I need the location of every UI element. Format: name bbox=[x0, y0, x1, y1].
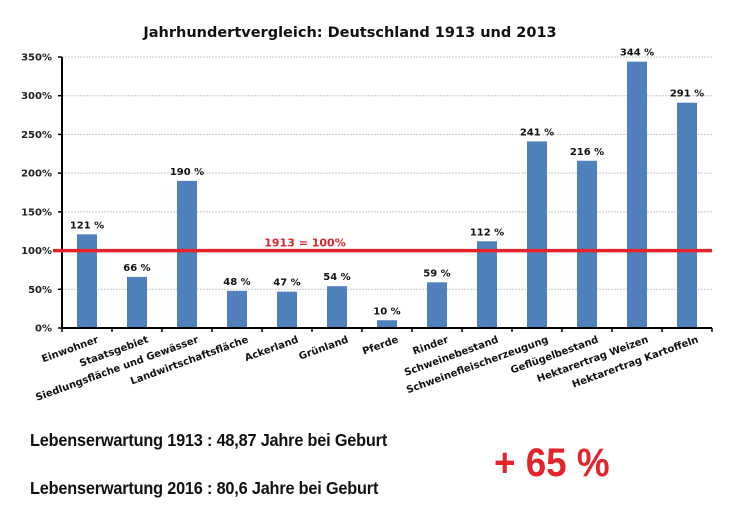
data-label: 291 % bbox=[670, 89, 704, 100]
data-label: 54 % bbox=[323, 272, 350, 283]
y-tick-label: 300% bbox=[21, 91, 52, 102]
axes bbox=[61, 57, 712, 329]
data-label: 190 % bbox=[170, 167, 204, 178]
x-tick-label: Pferde bbox=[361, 334, 400, 357]
bar-chart: Jahrhundertvergleich: Deutschland 1913 u… bbox=[21, 25, 713, 404]
y-tick-label: 250% bbox=[21, 130, 52, 141]
y-tick-label: 200% bbox=[21, 169, 52, 180]
gridlines bbox=[62, 56, 712, 290]
reference-line-group: 1913 = 100% bbox=[53, 237, 712, 253]
bar bbox=[77, 234, 97, 328]
bar bbox=[527, 141, 547, 328]
bar bbox=[277, 291, 297, 328]
data-label: 112 % bbox=[470, 227, 504, 238]
life-expectancy-1913: Lebenserwartung 1913 : 48,87 Jahre bei G… bbox=[30, 430, 388, 450]
chart-title: Jahrhundertvergleich: Deutschland 1913 u… bbox=[142, 25, 556, 41]
y-axis-ticks: 0% 50% 100% 150% 200% 250% 300% 350% bbox=[21, 53, 62, 335]
bars bbox=[77, 61, 697, 328]
life-expectancy-2016: Lebenserwartung 2016 : 80,6 Jahre bei Ge… bbox=[30, 478, 379, 498]
data-label: 241 % bbox=[520, 127, 554, 138]
bar bbox=[327, 286, 347, 328]
data-label: 121 % bbox=[70, 220, 104, 231]
data-label: 48 % bbox=[223, 277, 250, 288]
data-label: 216 % bbox=[570, 147, 604, 158]
y-tick-label: 100% bbox=[21, 246, 52, 257]
bar bbox=[177, 180, 197, 328]
bar bbox=[627, 61, 647, 328]
data-label: 59 % bbox=[423, 268, 450, 279]
life-expectancy-increase: + 65 % bbox=[494, 441, 610, 485]
bar bbox=[677, 102, 697, 328]
bar bbox=[227, 290, 247, 328]
data-label: 10 % bbox=[373, 306, 400, 317]
bar bbox=[127, 276, 147, 328]
data-label: 66 % bbox=[123, 263, 150, 274]
bar bbox=[577, 160, 597, 328]
y-tick-label: 50% bbox=[28, 285, 52, 296]
bar bbox=[477, 241, 497, 328]
bar bbox=[377, 320, 397, 328]
bar bbox=[427, 282, 447, 328]
y-tick-label: 150% bbox=[21, 207, 52, 218]
reference-line-label: 1913 = 100% bbox=[264, 237, 345, 250]
y-tick-label: 350% bbox=[21, 53, 52, 64]
x-tick-label: Ackerland bbox=[243, 334, 300, 364]
y-tick-label: 0% bbox=[35, 324, 52, 335]
data-labels: 121 % 66 % 190 % 48 % 47 % 54 % 10 % 59 % 112 % 2… bbox=[70, 48, 704, 318]
data-label: 47 % bbox=[273, 278, 300, 289]
x-tick-label: Grünland bbox=[298, 334, 350, 362]
data-label: 344 % bbox=[620, 48, 654, 59]
